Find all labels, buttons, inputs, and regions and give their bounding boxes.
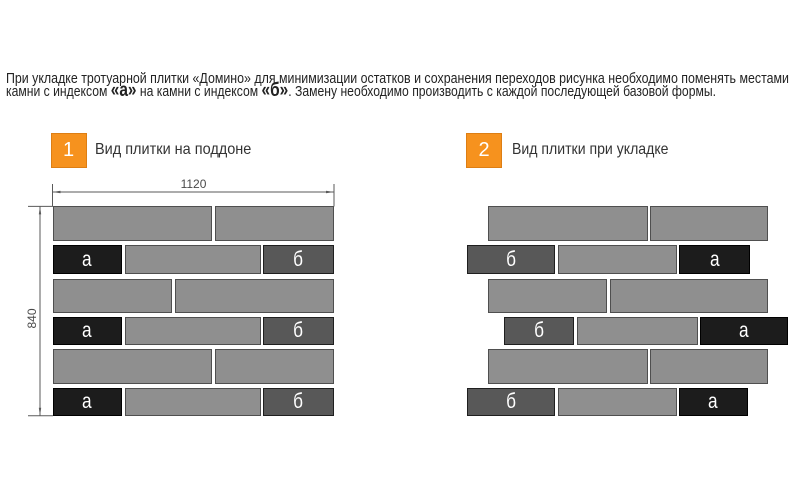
svg-text:840: 840 [25, 308, 39, 328]
svg-text:1120: 1120 [181, 177, 207, 191]
